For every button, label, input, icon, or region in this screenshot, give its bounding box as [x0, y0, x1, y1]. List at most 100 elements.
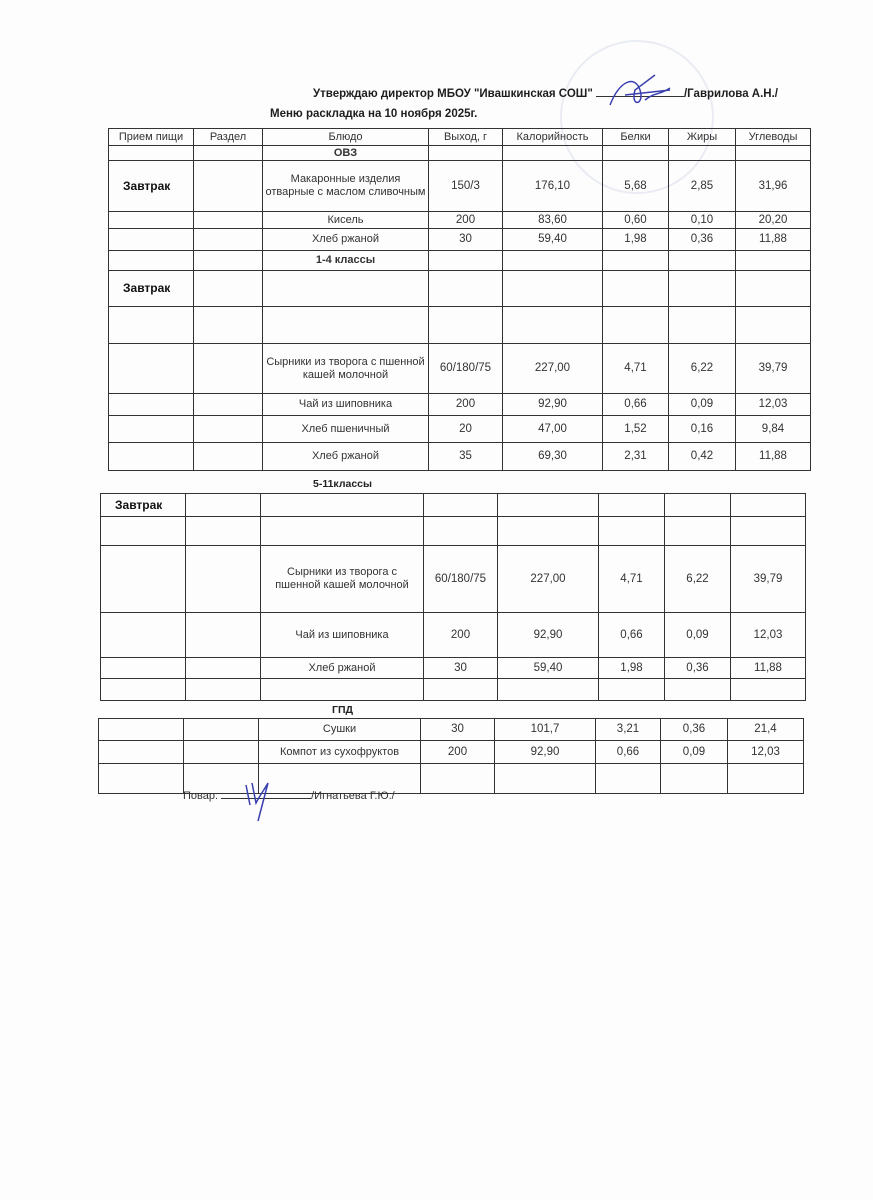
- table-cell: [108, 415, 194, 443]
- table-cell: 92,90: [502, 393, 603, 416]
- section-5-11-label: 5-11классы: [313, 478, 372, 490]
- table-cell: [664, 516, 731, 546]
- table-cell: 0,36: [660, 718, 728, 741]
- table-cell: 0,42: [668, 442, 736, 471]
- table-cell: [423, 516, 498, 546]
- column-header: Прием пищи: [108, 128, 194, 146]
- table-cell: Сырники из творога с пшенной кашей молоч…: [260, 545, 424, 613]
- table-cell: [260, 678, 424, 701]
- table-cell: [193, 211, 263, 229]
- table-cell: [108, 306, 194, 344]
- table-cell: 176,10: [502, 160, 603, 212]
- table-cell: 69,30: [502, 442, 603, 471]
- table-cell: 101,7: [494, 718, 596, 741]
- table-cell: [428, 270, 503, 307]
- table-cell: [185, 545, 261, 613]
- table-cell: 200: [423, 612, 498, 658]
- table-cell: [598, 678, 665, 701]
- table-cell: [735, 145, 811, 161]
- table-cell: [497, 516, 599, 546]
- table-cell: [730, 493, 806, 517]
- table-cell: [98, 763, 184, 794]
- table-cell: 0,09: [660, 740, 728, 764]
- table-cell: [664, 678, 731, 701]
- table-row: Кисель 200 83,60 0,60 0,10 20,20: [108, 211, 811, 229]
- table-cell: Хлеб ржаной: [262, 228, 429, 251]
- table-cell: Хлеб ржаной: [260, 657, 424, 679]
- table-cell: [497, 493, 599, 517]
- table-row: [108, 306, 811, 344]
- table-cell: [108, 250, 194, 271]
- table-cell: [730, 516, 806, 546]
- table-cell: [660, 763, 728, 794]
- column-header: Белки: [602, 128, 669, 146]
- table-cell: 2,85: [668, 160, 736, 212]
- table-cell: [262, 270, 429, 307]
- table-cell: 3,21: [595, 718, 661, 741]
- table-cell: [193, 343, 263, 394]
- table-cell: [100, 545, 186, 613]
- table-cell: 6,22: [668, 343, 736, 394]
- table-cell: [98, 718, 184, 741]
- table-cell: 60/180/75: [423, 545, 498, 613]
- table-cell: [735, 250, 811, 271]
- table-cell: 0,36: [664, 657, 731, 679]
- table-cell: [108, 442, 194, 471]
- table-cell: [735, 270, 811, 307]
- table-cell: [602, 250, 669, 271]
- table-cell: 39,79: [730, 545, 806, 613]
- table-cell: [193, 250, 263, 271]
- table-cell: 1,98: [598, 657, 665, 679]
- table-cell: 200: [420, 740, 495, 764]
- table-cell: 47,00: [502, 415, 603, 443]
- table-cell: 227,00: [497, 545, 599, 613]
- table-cell: 31,96: [735, 160, 811, 212]
- table-cell: [598, 516, 665, 546]
- table-cell: [100, 612, 186, 658]
- table-cell: 21,4: [727, 718, 804, 741]
- table-row: Чай из шиповника 200 92,90 0,66 0,09 12,03: [100, 612, 806, 658]
- approver-name: /Гаврилова А.Н./: [683, 88, 778, 100]
- table-row: Сырники из творога с пшенной кашей молоч…: [108, 343, 811, 394]
- header-row: Прием пищи Раздел Блюдо Выход, г Калорийност…: [108, 128, 811, 146]
- table-cell: [100, 516, 186, 546]
- table-cell: [193, 393, 263, 416]
- table-cell: [193, 145, 263, 161]
- table-cell: [502, 250, 603, 271]
- table-cell: [185, 612, 261, 658]
- table-cell: 200: [428, 211, 503, 229]
- table-cell: [602, 270, 669, 307]
- table-cell: 0,16: [668, 415, 736, 443]
- table-cell: [185, 678, 261, 701]
- table-cell: 0,66: [595, 740, 661, 764]
- table-cell: [668, 250, 736, 271]
- table-cell: 2,31: [602, 442, 669, 471]
- table-cell: [262, 306, 429, 344]
- director-signature: [609, 74, 671, 106]
- table-cell: [420, 763, 495, 794]
- table-cell: Сырники из творога с пшенной кашей молоч…: [262, 343, 429, 394]
- table-cell: ОВЗ: [262, 145, 429, 161]
- table-cell: 59,40: [497, 657, 599, 679]
- table-cell: 0,09: [664, 612, 731, 658]
- table-row: [100, 516, 806, 546]
- table-cell: [185, 493, 261, 517]
- table-cell: [258, 763, 421, 794]
- table-row: ОВЗ: [108, 145, 811, 161]
- table-cell: 12,03: [735, 393, 811, 416]
- table-row: Хлеб ржаной 35 69,30 2,31 0,42 11,88: [108, 442, 811, 471]
- table-cell: [664, 493, 731, 517]
- table-cell: [502, 145, 603, 161]
- table-cell: [260, 493, 424, 517]
- table-cell: [185, 516, 261, 546]
- table-cell: [108, 211, 194, 229]
- table-cell: [193, 306, 263, 344]
- table-cell: 1-4 классы: [262, 250, 429, 271]
- table-cell: 30: [423, 657, 498, 679]
- table-row: Хлеб ржаной 30 59,40 1,98 0,36 11,88: [100, 657, 806, 679]
- table-cell: Завтрак: [100, 493, 186, 517]
- table-cell: [730, 678, 806, 701]
- menu-table-gpd: Сушки 30 101,7 3,21 0,36 21,4 Компот из сухофр…: [98, 718, 804, 794]
- cook-line: Повар: /Игнатьева Г.Ю./: [183, 790, 395, 802]
- table-cell: [727, 763, 804, 794]
